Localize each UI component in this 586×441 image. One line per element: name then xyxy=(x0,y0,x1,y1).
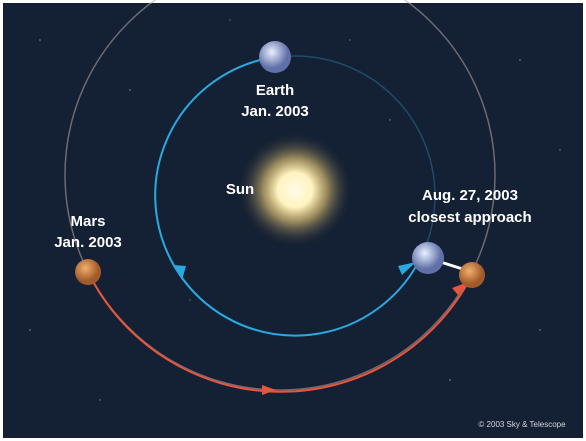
label: closest approach xyxy=(408,209,531,226)
earth-aug xyxy=(412,242,444,274)
label: Aug. 27, 2003 xyxy=(422,187,518,204)
label: Sun xyxy=(226,181,254,198)
mars-aug xyxy=(459,262,485,288)
earth-jan xyxy=(259,41,291,73)
label: Earth xyxy=(256,82,294,99)
mars-jan xyxy=(75,259,101,285)
label: Jan. 2003 xyxy=(241,103,309,120)
label: Mars xyxy=(70,213,105,230)
label: Jan. 2003 xyxy=(54,234,122,251)
sun xyxy=(237,132,353,248)
credit: © 2003 Sky & Telescope xyxy=(478,420,566,429)
diagram: Earth Jan. 2003 Sun Mars Jan. 2003 Aug. … xyxy=(0,0,586,441)
